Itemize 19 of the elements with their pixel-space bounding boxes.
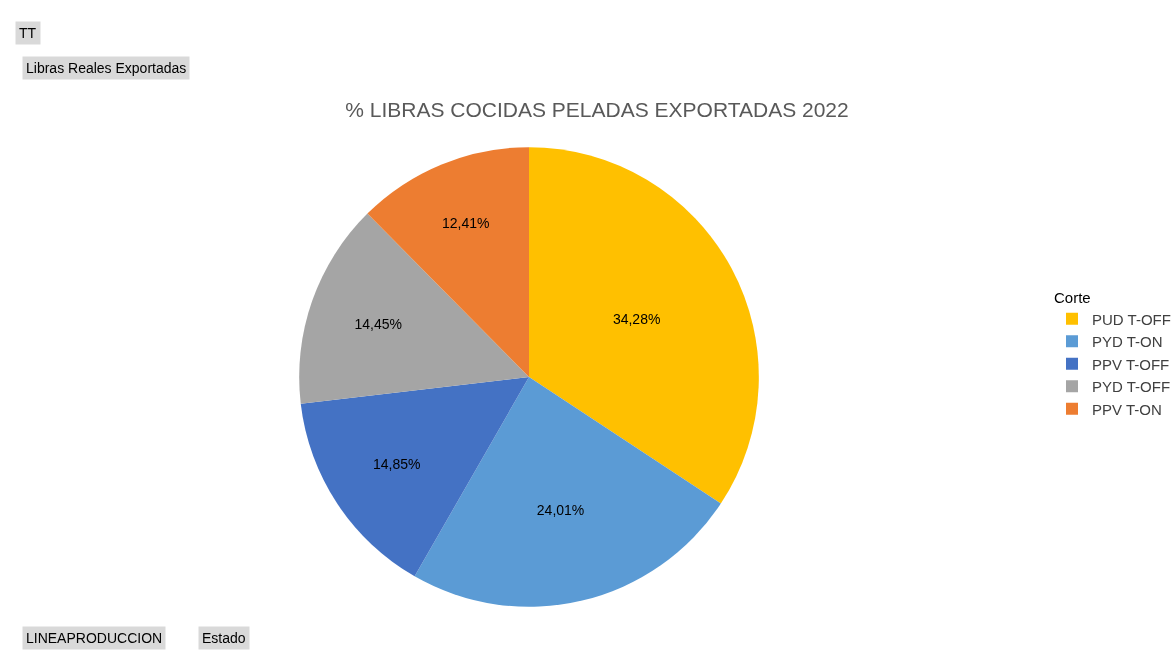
data-label: 34,28% — [612, 311, 661, 328]
data-label: 12,41% — [441, 214, 490, 231]
text: TT — [19, 25, 37, 41]
legend-label: PUD T-OFF — [1092, 310, 1171, 328]
pie-slice — [529, 147, 759, 504]
data-label: 14,85% — [372, 456, 421, 473]
text: Libras Reales Exportadas — [26, 60, 187, 76]
legend-label: PPV T-ON — [1092, 400, 1162, 418]
text: Estado — [202, 630, 246, 646]
chart-title: % LIBRAS COCIDAS PELADAS EXPORTADAS 2022 — [345, 98, 849, 122]
legend-label: PYD T-OFF — [1092, 378, 1171, 396]
pie-slice — [299, 213, 530, 404]
legend-label: PPV T-OFF — [1092, 355, 1170, 373]
pie-slice — [300, 377, 530, 577]
data-label: 24,01% — [536, 501, 585, 518]
data-label: 14,45% — [354, 316, 402, 333]
legend-title: Corte — [1054, 288, 1091, 306]
text: LINEAPRODUCCION — [26, 630, 163, 646]
legend-label: PYD T-ON — [1092, 333, 1163, 351]
